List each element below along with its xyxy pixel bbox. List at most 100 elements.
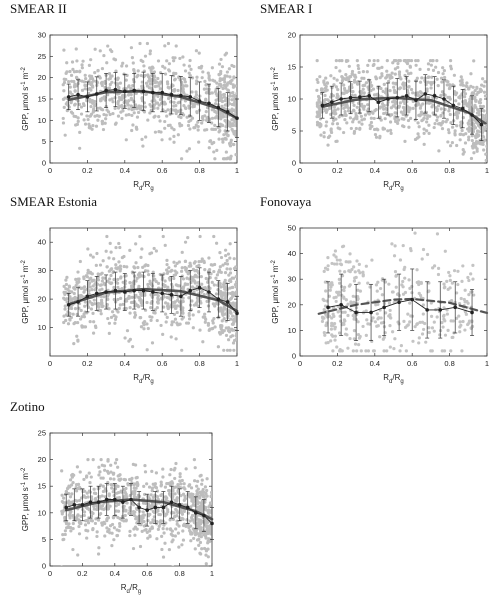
scatter-point (105, 294, 110, 298)
scatter-point (122, 307, 126, 311)
scatter-point (140, 84, 144, 88)
binned-mean-point (169, 92, 174, 97)
scatter-point (136, 73, 140, 77)
scatter-point (455, 116, 459, 120)
scatter-point (102, 281, 106, 286)
scatter-point (172, 100, 176, 104)
scatter-point (225, 258, 229, 263)
scatter-point (81, 59, 85, 63)
scatter-point (182, 63, 186, 67)
scatter-point (435, 59, 439, 63)
x-tick-label: 1 (485, 359, 489, 368)
scatter-point (143, 492, 147, 497)
scatter-point (231, 314, 235, 318)
scatter-point (462, 297, 466, 302)
scatter-point (131, 345, 135, 349)
scatter-point (147, 485, 152, 489)
scatter-point (346, 346, 350, 350)
scatter-point (126, 482, 130, 486)
scatter-point (101, 489, 106, 494)
scatter-point (162, 531, 166, 535)
scatter-point (101, 476, 105, 480)
scatter-point (181, 523, 186, 528)
scatter-point (363, 83, 367, 87)
scatter-point (207, 530, 211, 534)
scatter-point (474, 136, 478, 140)
scatter-point (99, 298, 104, 302)
scatter-point (61, 500, 65, 505)
scatter-point (449, 67, 453, 71)
scatter-point (168, 481, 173, 485)
scatter-point (210, 108, 214, 112)
scatter-point (83, 73, 87, 77)
scatter-point (383, 117, 387, 121)
binned-mean-point (161, 505, 166, 510)
scatter-point (218, 90, 222, 94)
scatter-point (387, 301, 392, 305)
binned-mean-point (177, 503, 182, 507)
scatter-point (114, 504, 118, 508)
scatter-point (461, 147, 465, 152)
scatter-point (480, 141, 484, 145)
scatter-point (71, 514, 75, 518)
scatter-point (234, 133, 237, 137)
scatter-point (228, 271, 233, 275)
scatter-point (338, 319, 343, 323)
scatter-point (392, 104, 396, 108)
scatter-point (434, 65, 438, 69)
scatter-point (451, 83, 455, 87)
scatter-point (99, 458, 103, 462)
scatter-point (392, 85, 396, 89)
scatter-point (172, 260, 176, 264)
scatter-point (415, 322, 420, 326)
scatter-point (470, 138, 474, 143)
scatter-point (456, 282, 460, 287)
scatter-point (113, 321, 117, 325)
scatter-point (199, 531, 204, 535)
scatter-point (372, 116, 376, 121)
scatter-point (72, 70, 77, 74)
scatter-point (173, 514, 177, 519)
scatter-point (352, 328, 357, 333)
scatter-point (356, 288, 360, 292)
scatter-point (483, 138, 487, 142)
scatter-point (233, 99, 237, 103)
binned-mean-point (151, 90, 155, 95)
scatter-point (128, 311, 132, 315)
scatter-point (425, 120, 429, 124)
scatter-point (93, 71, 97, 75)
scatter-point (428, 59, 433, 63)
scatter-point (104, 113, 108, 117)
scatter-point (170, 268, 174, 272)
scatter-point (330, 321, 334, 325)
scatter-point (99, 312, 103, 316)
scatter-point (431, 103, 435, 107)
scatter-point (182, 482, 186, 486)
scatter-point (127, 99, 131, 103)
scatter-point (409, 59, 414, 63)
scatter-point (460, 349, 464, 353)
scatter-point (176, 133, 180, 137)
scatter-point (89, 112, 94, 116)
scatter-point (432, 80, 436, 84)
x-tick-label: 0 (48, 359, 52, 368)
scatter-point (173, 77, 177, 81)
binned-mean-point (104, 290, 108, 294)
scatter-point (125, 265, 129, 269)
scatter-point (443, 333, 448, 337)
scatter-point (209, 490, 212, 495)
scatter-point (361, 70, 365, 74)
scatter-point (158, 119, 162, 123)
scatter-point (464, 312, 468, 316)
scatter-point (214, 292, 219, 296)
scatter-point (112, 297, 116, 302)
scatter-point (62, 320, 66, 325)
scatter-point (161, 555, 166, 559)
scatter-point (179, 269, 184, 273)
scatter-point (106, 297, 110, 302)
binned-mean-point (85, 95, 90, 99)
scatter-point (357, 269, 361, 273)
scatter-point (82, 285, 87, 289)
scatter-point (389, 316, 393, 320)
scatter-point (430, 326, 435, 330)
